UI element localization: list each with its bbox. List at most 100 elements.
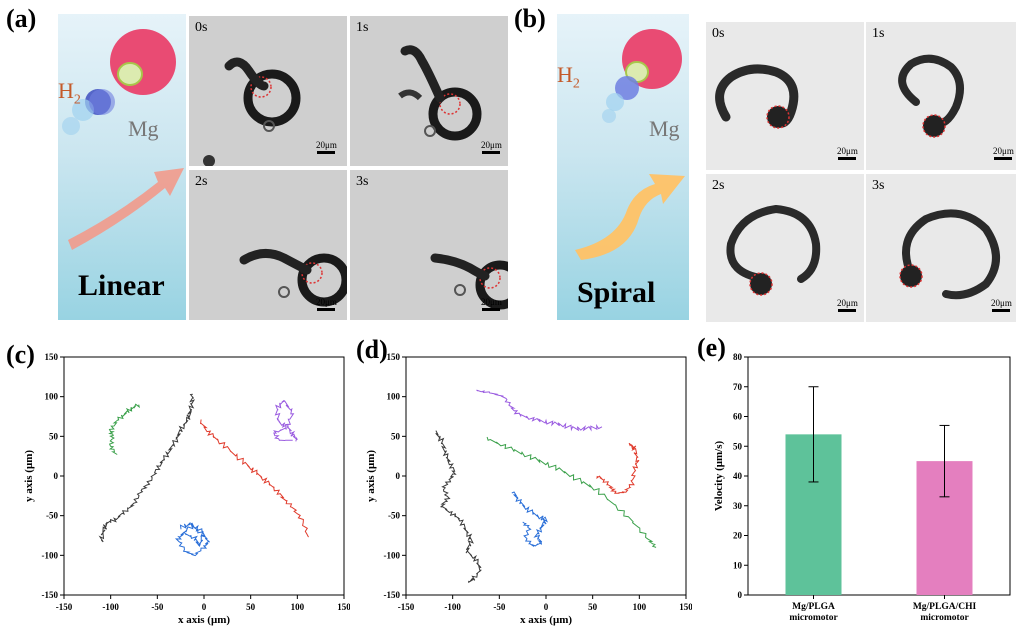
c-xtick-label-6: 150 [337, 602, 350, 612]
frame-b-1s: 1s 20μm [866, 22, 1016, 170]
d-xtick-label-0: -150 [398, 602, 415, 612]
time-label-b-3: 3s [872, 178, 885, 193]
micrograph-b-1s [898, 54, 964, 138]
d-ytick-label-2: -50 [388, 511, 400, 521]
scale-text-a-0: 20μm [316, 140, 337, 150]
d-trajectory-3 [596, 442, 640, 494]
c-xtick-label-2: -50 [151, 602, 163, 612]
time-label-a-3: 3s [356, 174, 369, 189]
c-xtick-label-4: 50 [246, 602, 256, 612]
e-category-label-0-1: micromotor [789, 613, 838, 623]
d-xtick-label-3: 0 [544, 602, 549, 612]
frame-b-3s: 3s 20μm [866, 174, 1016, 322]
panel-letter-b: (b) [514, 4, 546, 33]
c-xtick-label-3: 0 [202, 602, 207, 612]
scale-bar-b-1 [994, 157, 1012, 160]
e-ytick-label-6: 60 [733, 412, 743, 422]
d-trajectory-2 [476, 389, 603, 432]
micrograph-b-3s [899, 209, 1000, 300]
frame-a-3s: 3s 20μm [350, 170, 508, 320]
c-plot-frame [63, 356, 345, 596]
scale-text-b-3: 20μm [991, 298, 1012, 308]
h2-text: H [58, 78, 74, 103]
d-xtick-label-6: 150 [679, 602, 692, 612]
scale-bar-a-2 [317, 308, 335, 311]
c-trajectory-1 [200, 419, 309, 538]
frame-b-0s: 0s 20μm [706, 22, 864, 170]
e-category-label-1-1: micromotor [920, 613, 969, 623]
d-ylabel: y axis (μm) [365, 450, 377, 502]
trajectory-chart-linear: -150 -100 -50 0 50 100 150 -150 -100 -50 0 50 100 150… [23, 352, 350, 626]
time-label-b-0: 0s [712, 26, 725, 41]
scale-bar-b-2 [838, 309, 856, 312]
d-xtick-label-2: -50 [493, 602, 505, 612]
time-label-a-2: 2s [195, 174, 208, 189]
mode-label-spiral: Spiral [577, 276, 656, 309]
scale-bar-a-0 [317, 151, 335, 154]
scale-bar-b-3 [992, 309, 1010, 312]
d-trajectory-1 [486, 436, 657, 548]
c-ytick-label-5: 100 [45, 392, 59, 402]
e-ylabel: Velocity (μm/s) [713, 441, 725, 512]
e-category-label-0-0: Mg/PLGA [792, 602, 835, 612]
c-ytick-label-2: -50 [46, 511, 58, 521]
micrograph-a-0s [203, 57, 301, 166]
micrograph-b-2s [726, 204, 821, 296]
micrograph-b-0s [715, 64, 799, 129]
c-ytick-label-3: 0 [54, 471, 59, 481]
c-ytick-label-0: -150 [42, 590, 59, 600]
micrograph-a-2s [239, 249, 347, 307]
scale-text-b-0: 20μm [837, 146, 858, 156]
scale-text-a-1: 20μm [481, 140, 502, 150]
time-label-b-1: 1s [872, 26, 885, 41]
e-ytick-label-2: 20 [733, 531, 743, 541]
scale-text-a-2: 20μm [316, 297, 337, 307]
d-ytick-label-3: 0 [396, 471, 401, 481]
e-ytick-label-1: 10 [733, 560, 743, 570]
panel-letter-e: (e) [697, 333, 726, 362]
panel-letter-d: (d) [356, 335, 388, 364]
d-ytick-label-0: -150 [384, 590, 401, 600]
d-plot-frame [405, 356, 687, 596]
d-ytick-label-4: 50 [391, 431, 401, 441]
d-xtick-label-5: 100 [633, 602, 647, 612]
c-xtick-label-5: 100 [291, 602, 305, 612]
e-ytick-label-5: 50 [733, 441, 743, 451]
d-ytick-label-1: -100 [384, 550, 401, 560]
c-ytick-label-1: -100 [42, 550, 59, 560]
h2-text-b: H [557, 62, 573, 87]
panel-letter-c: (c) [6, 340, 35, 369]
d-ytick-label-6: 150 [387, 352, 401, 362]
d-xtick-label-1: -100 [444, 602, 461, 612]
c-ytick-label-6: 150 [45, 352, 59, 362]
scale-text-b-2: 20μm [837, 298, 858, 308]
c-trajectory-0 [98, 393, 196, 543]
frame-b-2s: 2s 20μm [706, 174, 864, 322]
c-ylabel: y axis (μm) [23, 450, 35, 502]
scale-bar-b-0 [838, 157, 856, 160]
scale-bar-a-3 [482, 308, 500, 311]
time-label-a-0: 0s [195, 20, 208, 35]
e-ytick-label-4: 40 [733, 471, 743, 481]
d-xtick-label-4: 50 [588, 602, 598, 612]
e-category-label-1-0: Mg/PLGA/CHI [913, 602, 977, 612]
scale-text-b-1: 20μm [993, 146, 1014, 156]
micromotor-illustration-linear [62, 29, 184, 250]
e-ytick-label-3: 30 [733, 501, 743, 511]
frame-a-0s: 0s 20μm [189, 16, 347, 166]
d-ytick-label-5: 100 [387, 392, 401, 402]
e-ytick-label-8: 80 [733, 352, 743, 362]
time-label-b-2: 2s [712, 178, 725, 193]
h2-label: H2 [58, 78, 81, 108]
mg-label-b: Mg [649, 116, 680, 141]
e-ytick-label-0: 0 [738, 590, 743, 600]
time-label-a-1: 1s [356, 20, 369, 35]
c-ytick-label-4: 50 [49, 431, 59, 441]
scale-text-a-3: 20μm [481, 297, 502, 307]
h2-subscript-b: 2 [572, 76, 580, 92]
c-trajectory-3 [174, 522, 210, 557]
panel-letter-a: (a) [6, 4, 37, 33]
linear-motion-schematic: H2 Mg Linear [58, 14, 186, 320]
micrograph-a-3s [430, 253, 508, 310]
